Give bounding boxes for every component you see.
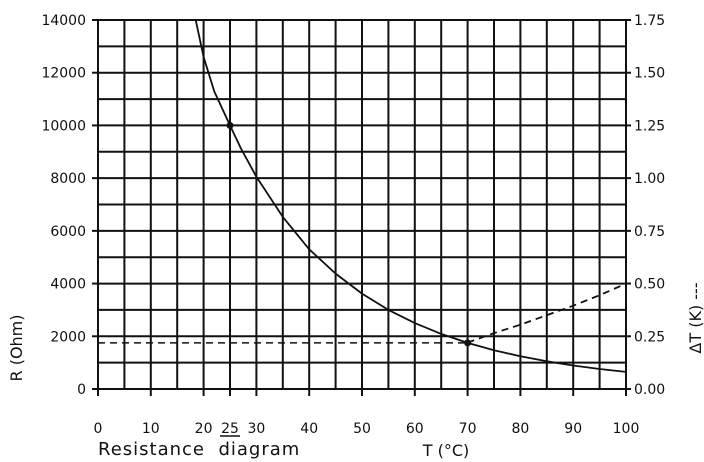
- y-right-tick-label: 0.25: [634, 329, 665, 345]
- x-tick-label: 20: [195, 421, 213, 437]
- y-left-tick-label: 4000: [50, 277, 86, 293]
- grid: [97, 19, 627, 390]
- y-left-tick-label: 2000: [50, 329, 86, 345]
- x-tick-label: 80: [511, 421, 529, 437]
- y-right-tick-label: 1.50: [634, 66, 665, 82]
- x-tick-label: 40: [300, 421, 318, 437]
- resistance-series-line: [194, 19, 627, 373]
- y-left-tick-label: 14000: [41, 13, 86, 29]
- tick-labels: 0 10 20 25 30 40 50 60 70 80 90 100 0 2000 4000 6000 800…: [41, 13, 665, 437]
- x-tick-label: 25: [221, 421, 239, 437]
- y-left-tick-label: 10000: [41, 118, 86, 134]
- y-right-tick-label: 1.75: [634, 13, 665, 29]
- x-axis-label: T (°C): [422, 441, 470, 460]
- y-right-tick-label: 0.75: [634, 224, 665, 240]
- y-left-tick-label: 0: [77, 382, 86, 398]
- y-right-tick-label: 0.00: [634, 382, 665, 398]
- x-tick-label: 50: [353, 421, 371, 437]
- data-point-marker: [226, 121, 234, 129]
- series: [98, 19, 627, 373]
- x-tick-label: 30: [247, 421, 265, 437]
- y-left-tick-label: 12000: [41, 66, 86, 82]
- y-axis-left-label: R (Ohm): [7, 314, 26, 381]
- x-tick-label: 10: [142, 421, 160, 437]
- y-left-tick-label: 8000: [50, 171, 86, 187]
- y-right-tick-label: 0.50: [634, 277, 665, 293]
- x-tick-label: 100: [613, 421, 640, 437]
- y-right-tick-label: 1.00: [634, 171, 665, 187]
- x-tick-label: 90: [564, 421, 582, 437]
- y-axis-right-label: ΔT (K) ---: [686, 282, 704, 353]
- x-tick-label: 60: [406, 421, 424, 437]
- axes: [92, 19, 631, 396]
- x-tick-label: 0: [94, 421, 103, 437]
- data-point-marker: [464, 339, 472, 347]
- y-left-tick-label: 6000: [50, 224, 86, 240]
- chart-caption: Resistance diagram: [98, 439, 300, 460]
- x-tick-label: 70: [459, 421, 477, 437]
- y-right-tick-label: 1.25: [634, 118, 665, 134]
- delta-t-series-line: [467, 282, 627, 344]
